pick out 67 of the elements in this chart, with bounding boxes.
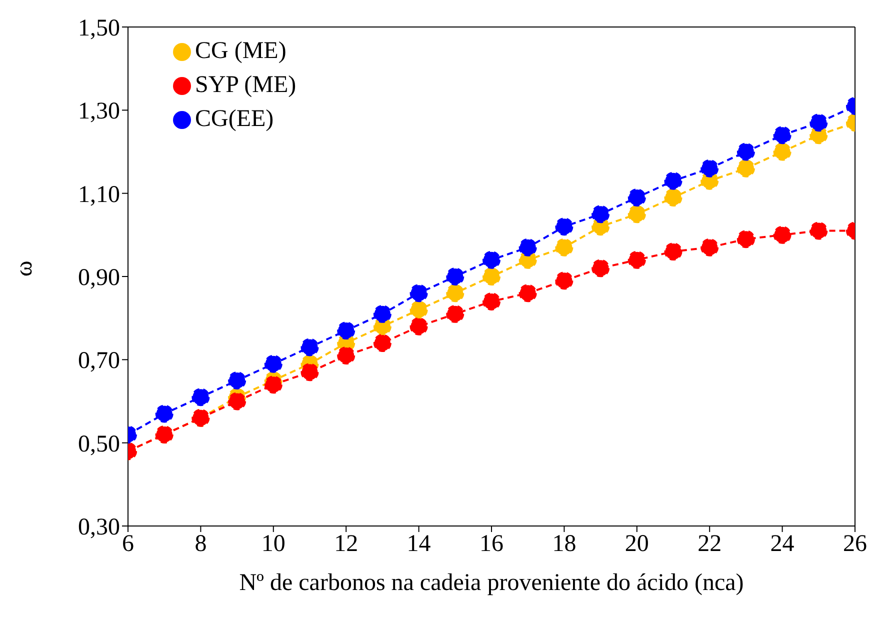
- point: [736, 159, 755, 178]
- x-tick-label: 26: [843, 531, 867, 558]
- point: [736, 142, 755, 161]
- y-tick-label: 0,50: [78, 431, 120, 458]
- point: [482, 268, 500, 286]
- point: [518, 238, 537, 256]
- point: [555, 218, 574, 236]
- point: [446, 304, 464, 323]
- point: [446, 284, 464, 302]
- point: [482, 292, 500, 310]
- x-tick-label: 18: [552, 531, 576, 558]
- x-tick-label: 6: [122, 531, 134, 558]
- x-tick-label: 8: [194, 531, 207, 558]
- point: [736, 230, 755, 248]
- point: [773, 126, 792, 144]
- legend-label: CG (ME): [195, 38, 286, 64]
- y-tick-label: 1,10: [78, 182, 120, 208]
- point: [264, 354, 282, 373]
- point: [628, 188, 646, 206]
- point: [410, 284, 428, 302]
- y-tick-label: 1,30: [78, 98, 120, 125]
- point: [446, 268, 464, 286]
- point: [373, 304, 392, 323]
- point: [264, 376, 282, 394]
- x-tick-label: 14: [406, 531, 431, 558]
- point: [373, 334, 392, 352]
- point: [337, 322, 356, 340]
- y-tick-label: 1,50: [78, 16, 120, 42]
- y-tick-label: 0,90: [78, 265, 120, 292]
- point: [410, 300, 428, 319]
- y-tick-label: 0,30: [78, 514, 120, 541]
- point: [810, 114, 828, 132]
- point: [228, 371, 246, 390]
- legend-label: CG(EE): [195, 106, 274, 132]
- x-axis-title: Nº de carbonos na cadeia proveniente do ácido (nca): [239, 570, 744, 596]
- point: [155, 404, 174, 423]
- point: [192, 388, 210, 406]
- point: [664, 188, 682, 206]
- point: [700, 238, 719, 256]
- x-tick-label: 16: [480, 531, 504, 558]
- x-tick-label: 24: [770, 531, 794, 558]
- x-tick-label: 22: [698, 531, 722, 558]
- point: [810, 222, 828, 240]
- point: [410, 317, 428, 336]
- y-tick-label: 0,70: [78, 348, 120, 374]
- point: [773, 142, 792, 161]
- point: [228, 392, 246, 410]
- point: [482, 250, 500, 269]
- x-tick-label: 20: [624, 531, 649, 558]
- point: [555, 272, 574, 290]
- point: [518, 284, 537, 302]
- point: [337, 346, 356, 365]
- x-tick-label: 12: [334, 531, 358, 558]
- legend-label: SYP (ME): [195, 72, 296, 98]
- point: [592, 205, 610, 224]
- point: [628, 205, 646, 224]
- point: [628, 250, 646, 269]
- point: [664, 242, 682, 261]
- point: [555, 238, 574, 256]
- point: [300, 363, 319, 382]
- point: [700, 159, 719, 178]
- x-tick-label: 10: [261, 531, 286, 558]
- point: [664, 172, 682, 190]
- point: [592, 259, 610, 278]
- point: [773, 226, 792, 244]
- point: [300, 338, 319, 356]
- y-axis-title: ω: [12, 260, 38, 276]
